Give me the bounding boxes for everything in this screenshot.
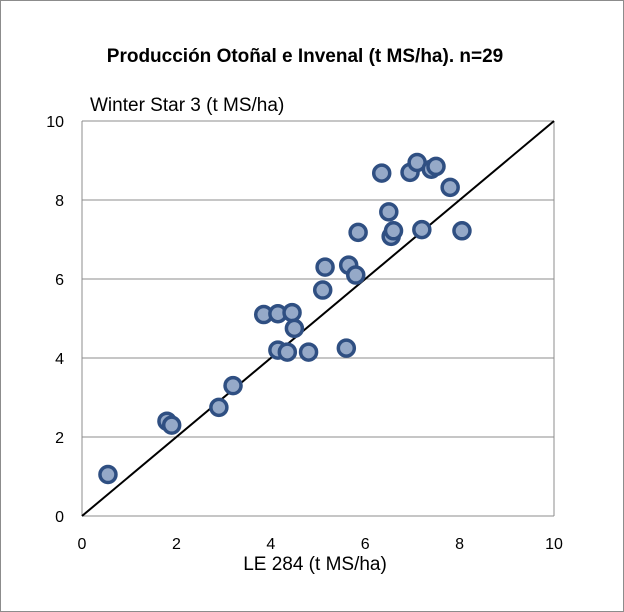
x-axis-label: LE 284 (t MS/ha) [243, 554, 387, 575]
chart-title: Producción Otoñal e Invenal (t MS/ha). n… [106, 46, 504, 67]
x-tick-label-6: 6 [361, 536, 370, 553]
data-point [209, 397, 229, 418]
data-point [98, 464, 118, 485]
reference-line [81, 120, 555, 517]
y-tick-label-0: 0 [55, 509, 64, 526]
y-tick-label-4: 4 [55, 351, 64, 368]
data-point [383, 221, 404, 241]
y-tick-label-2: 2 [55, 430, 64, 447]
x-tick-label-2: 2 [172, 536, 181, 553]
data-point [412, 219, 432, 240]
x-tick-label-0: 0 [78, 536, 87, 553]
data-point [277, 342, 298, 362]
y-tick-label-10: 10 [46, 114, 64, 131]
data-point [298, 342, 319, 362]
data-point [348, 222, 368, 243]
data-point [336, 338, 357, 358]
data-point [161, 415, 182, 435]
data-point [426, 156, 446, 177]
data-point [312, 280, 333, 300]
y-tick-label-6: 6 [55, 272, 64, 289]
data-point [440, 177, 460, 198]
y-tick-label-8: 8 [55, 193, 64, 210]
x-tick-label-8: 8 [455, 536, 464, 553]
data-point [452, 221, 472, 241]
data-point [282, 302, 302, 323]
data-point [346, 265, 366, 285]
data-point [371, 163, 392, 183]
data-point [379, 202, 399, 222]
x-tick-label-4: 4 [266, 536, 275, 553]
data-point [223, 375, 243, 396]
y-axis-label: Winter Star 3 (t MS/ha) [90, 95, 285, 116]
data-point [315, 257, 335, 277]
data-point [284, 318, 305, 339]
x-tick-label-10: 10 [545, 536, 563, 553]
